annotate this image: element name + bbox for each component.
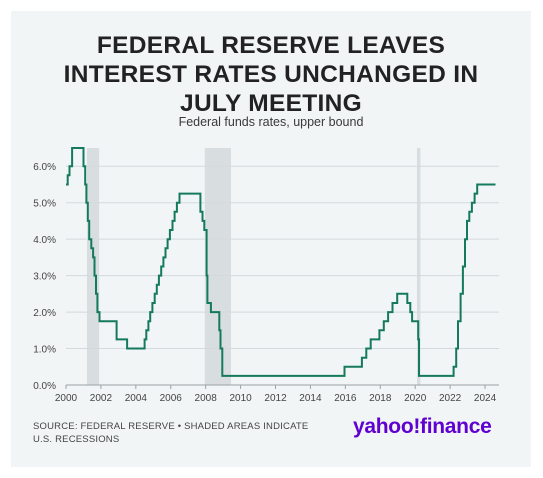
x-tick-label: 2006 [160, 393, 183, 404]
source-note: SOURCE: FEDERAL RESERVE • SHADED AREAS I… [33, 420, 323, 446]
chart-card: FEDERAL RESERVE LEAVES INTEREST RATES UN… [11, 11, 531, 467]
y-tick-label: 1.0% [33, 345, 56, 356]
y-tick-label: 5.0% [33, 199, 56, 210]
source-line-1: SOURCE: FEDERAL RESERVE • SHADED AREAS I… [33, 421, 309, 432]
chart-title: FEDERAL RESERVE LEAVES INTEREST RATES UN… [11, 31, 531, 118]
recession-band [416, 148, 421, 385]
title-line-2: INTEREST RATES UNCHANGED IN [63, 61, 479, 88]
title-line-3: JULY MEETING [180, 90, 362, 117]
y-tick-label: 6.0% [33, 162, 56, 173]
title-line-1: FEDERAL RESERVE LEAVES [96, 32, 446, 59]
x-tick-label: 2004 [125, 393, 148, 404]
x-tick-label: 2012 [264, 393, 287, 404]
x-tick-label: 2002 [90, 393, 113, 404]
y-tick-label: 3.0% [33, 272, 56, 283]
rate-series-line [66, 147, 496, 377]
x-tick-label: 2008 [195, 393, 218, 404]
source-line-2: U.S. RECESSIONS [33, 434, 120, 445]
x-tick-label: 2024 [474, 393, 497, 404]
x-tick-label: 2016 [334, 393, 357, 404]
x-tick-label: 2010 [229, 393, 252, 404]
y-tick-label: 2.0% [33, 308, 56, 319]
chart-subtitle: Federal funds rates, upper bound [178, 115, 364, 129]
x-tick-label: 2014 [299, 393, 322, 404]
recession-band [86, 148, 100, 385]
x-tick-label: 2018 [369, 393, 392, 404]
x-tick-label: 2000 [55, 393, 78, 404]
x-tick-label: 2022 [439, 393, 462, 404]
y-tick-label: 4.0% [33, 235, 56, 246]
yahoo-finance-logo: yahoo!finance [353, 415, 492, 438]
line-chart: 0.0% 1.0% 2.0% 3.0% 4.0% 5.0% 6.0% 2000 2002 2004… [33, 147, 499, 404]
y-tick-label: 0.0% [33, 381, 56, 392]
x-tick-label: 2020 [404, 393, 427, 404]
recession-band [204, 148, 231, 385]
